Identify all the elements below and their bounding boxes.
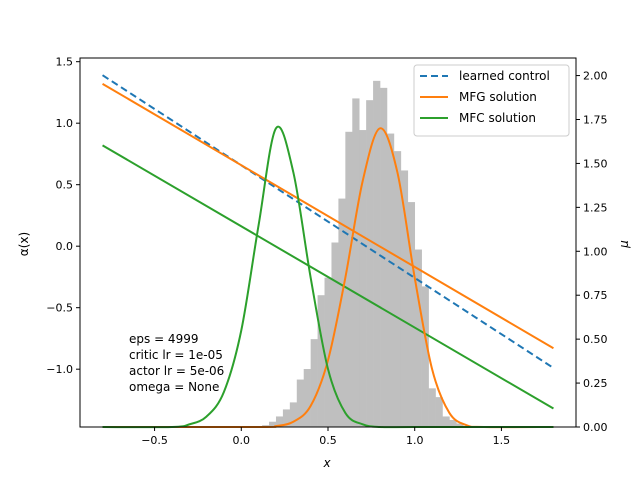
- histogram-bar: [400, 170, 409, 427]
- histogram-bar: [386, 133, 395, 428]
- annotation-line: critic lr = 1e-05: [129, 348, 223, 362]
- histogram-bar: [442, 416, 450, 427]
- histogram-bar: [407, 202, 416, 427]
- histogram-bar: [393, 151, 402, 427]
- x-tick-label: −0.5: [141, 434, 168, 447]
- y-left-tick-label: 1.5: [56, 56, 74, 69]
- histogram-bar: [456, 423, 464, 427]
- histogram-bar: [345, 131, 353, 428]
- x-tick-label: 0.5: [319, 434, 337, 447]
- legend-label: MFC solution: [459, 111, 536, 125]
- series-line-1: [102, 82, 554, 350]
- series-line-3: [102, 127, 554, 429]
- histogram-bar: [435, 397, 443, 427]
- y-right-tick-label: 0.50: [583, 333, 608, 346]
- y-right-tick-label: 1.25: [583, 201, 608, 214]
- histogram-bar: [421, 286, 429, 427]
- histogram-bar: [366, 100, 374, 428]
- histogram-bar: [289, 402, 298, 427]
- histogram-bar: [282, 409, 291, 427]
- series-line-2: [102, 144, 554, 410]
- histogram-bar: [310, 339, 318, 427]
- y-right-tick-label: 1.50: [583, 157, 608, 170]
- y-left-tick-label: −1.0: [46, 363, 73, 376]
- legend-label: learned control: [459, 69, 550, 83]
- histogram-bar: [352, 98, 360, 428]
- y-right-tick-label: 1.00: [583, 245, 608, 258]
- y-right-tick-label: 0.00: [583, 421, 608, 434]
- histogram-bar: [317, 295, 325, 427]
- annotation-text: eps = 4999 critic lr = 1e-05 actor lr = 5e…: [129, 332, 224, 394]
- legend-label: MFG solution: [459, 90, 537, 104]
- histogram-bar: [414, 249, 422, 427]
- y-axis-left-label: α(x): [17, 232, 31, 256]
- y-left-tick-label: −0.5: [46, 302, 73, 315]
- histogram-bar: [428, 388, 436, 427]
- legend: learned control MFG solution MFC solution: [413, 64, 570, 137]
- series-lines: [102, 74, 554, 429]
- annotation-line: actor lr = 5e-06: [129, 364, 224, 378]
- x-tick-label: 0.0: [233, 434, 251, 447]
- annotation-line: omega = None: [129, 380, 219, 394]
- y-left-tick-label: 1.0: [56, 117, 74, 130]
- histogram-bar: [373, 80, 381, 427]
- histogram-bar: [269, 421, 277, 427]
- histogram-bar: [324, 277, 332, 427]
- series-line-0: [102, 74, 554, 369]
- x-tick-label: 1.5: [493, 434, 511, 447]
- histogram-bar: [359, 130, 367, 428]
- y-axis-right-label: μ: [617, 240, 631, 249]
- histogram-bar: [449, 419, 457, 427]
- y-right-tick-label: 1.75: [583, 114, 608, 127]
- histogram-bar: [338, 198, 346, 427]
- x-tick-label: 1.0: [406, 434, 424, 447]
- histogram-bar: [275, 416, 284, 427]
- y-right-tick-label: 2.00: [583, 70, 608, 83]
- histogram-bar: [331, 242, 339, 427]
- annotation-line: eps = 4999: [129, 332, 198, 346]
- histogram-bar: [296, 379, 305, 427]
- legend-box: [413, 64, 570, 137]
- y-right-tick-label: 0.75: [583, 289, 608, 302]
- x-axis-label: x: [322, 456, 331, 470]
- y-left-tick-label: 0.5: [56, 179, 74, 192]
- y-right-tick-label: 0.25: [583, 377, 608, 390]
- ticks: −0.5 0.0 0.5 1.0 1.5 −1.0 −0.5 0.0 0.5 1.0 1.5 0.00…: [46, 56, 607, 447]
- y-left-tick-label: 0.0: [56, 240, 74, 253]
- histogram-bar: [303, 369, 311, 427]
